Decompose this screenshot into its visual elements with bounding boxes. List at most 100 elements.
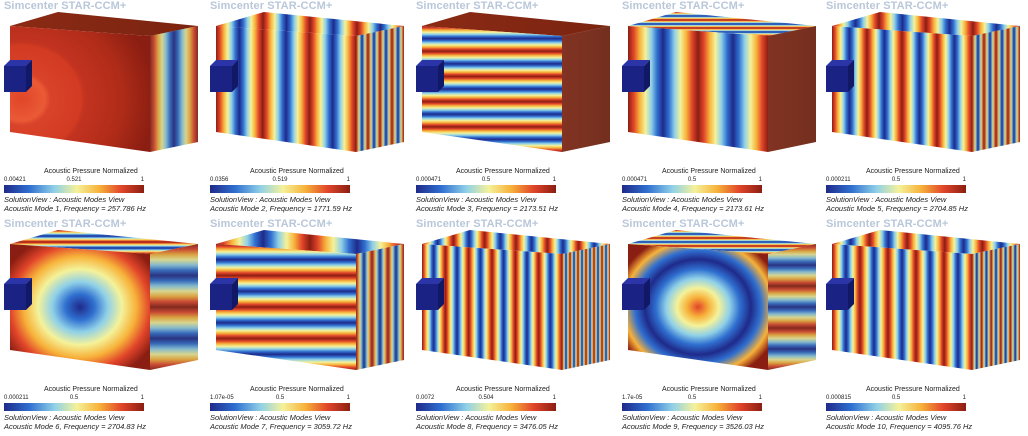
legend-max: 1 <box>140 177 144 183</box>
box-top-face <box>216 230 404 254</box>
legend-min: 1.07e-05 <box>210 395 234 401</box>
legend-min: 0.000211 <box>4 395 29 401</box>
box-top-face <box>832 12 1020 36</box>
legend-min: 0.0356 <box>210 177 229 183</box>
legend-mid: 0.5 <box>891 395 901 401</box>
color-scale-bar <box>4 403 144 411</box>
box-front-face <box>422 244 562 370</box>
box-front-face <box>628 26 768 152</box>
legend-title: Acoustic Pressure Normalized <box>250 386 344 393</box>
color-scale-bar <box>210 403 350 411</box>
mode-panel: Simcenter STAR-CCM+ Acoustic Pressure Nor… <box>618 218 822 434</box>
legend-ticks: 0.000211 0.5 1 <box>4 395 144 404</box>
caption-view-name: SolutionView : Acoustic Modes View <box>826 195 947 204</box>
legend-max: 1 <box>552 395 556 401</box>
caption-mode-frequency: Acoustic Mode 8, Frequency = 3476.05 Hz <box>416 422 558 431</box>
legend-ticks: 0.0072 0.504 1 <box>416 395 556 404</box>
acoustic-box-render <box>4 230 198 370</box>
view-caption: SolutionView : Acoustic Modes View Acoust… <box>826 413 972 431</box>
source-cube <box>826 66 848 92</box>
legend-max: 1 <box>346 395 350 401</box>
view-caption: SolutionView : Acoustic Modes View Acoust… <box>210 413 352 431</box>
legend-ticks: 1.7e-05 0.5 1 <box>622 395 762 404</box>
legend-title: Acoustic Pressure Normalized <box>44 386 138 393</box>
view-caption: SolutionView : Acoustic Modes View Acoust… <box>826 195 968 213</box>
caption-view-name: SolutionView : Acoustic Modes View <box>4 413 125 422</box>
box-top-face <box>832 230 1020 254</box>
legend-ticks: 0.000471 0.5 1 <box>622 177 762 186</box>
caption-view-name: SolutionView : Acoustic Modes View <box>4 195 125 204</box>
caption-mode-frequency: Acoustic Mode 2, Frequency = 1771.59 Hz <box>210 204 352 213</box>
legend-mid: 0.5 <box>891 177 901 183</box>
caption-view-name: SolutionView : Acoustic Modes View <box>622 413 743 422</box>
view-caption: SolutionView : Acoustic Modes View Acoust… <box>210 195 352 213</box>
legend-min: 1.7e-05 <box>622 395 643 401</box>
legend-mid: 0.504 <box>478 395 494 401</box>
source-cube <box>4 284 26 310</box>
caption-mode-frequency: Acoustic Mode 9, Frequency = 3526.03 Hz <box>622 422 764 431</box>
brand-watermark: Simcenter STAR-CCM+ <box>416 218 539 230</box>
caption-view-name: SolutionView : Acoustic Modes View <box>210 195 331 204</box>
color-scale-bar <box>416 185 556 193</box>
view-caption: SolutionView : Acoustic Modes View Acoust… <box>622 413 764 431</box>
legend-title: Acoustic Pressure Normalized <box>662 168 756 175</box>
box-front-face <box>832 244 972 370</box>
legend-ticks: 1.07e-05 0.5 1 <box>210 395 350 404</box>
box-front-face <box>628 244 768 370</box>
legend-title: Acoustic Pressure Normalized <box>44 168 138 175</box>
legend-mid: 0.5 <box>687 177 697 183</box>
color-scale-bar <box>826 185 966 193</box>
box-side-face <box>150 244 198 370</box>
source-cube <box>826 284 848 310</box>
legend-min: 0.000471 <box>416 177 442 183</box>
legend-mid: 0.519 <box>272 177 288 183</box>
view-caption: SolutionView : Acoustic Modes View Acoust… <box>416 413 558 431</box>
color-scale-bar <box>622 403 762 411</box>
box-top-face <box>10 230 198 254</box>
brand-watermark: Simcenter STAR-CCM+ <box>622 0 745 12</box>
box-front-face <box>422 26 562 152</box>
caption-mode-frequency: Acoustic Mode 10, Frequency = 4095.76 Hz <box>826 422 973 431</box>
legend-max: 1 <box>552 177 556 183</box>
legend-title: Acoustic Pressure Normalized <box>456 168 550 175</box>
color-scale-bar <box>210 185 350 193</box>
acoustic-box-render <box>210 230 404 370</box>
legend-min: 0.0072 <box>416 395 435 401</box>
caption-view-name: SolutionView : Acoustic Modes View <box>416 413 537 422</box>
legend-mid: 0.5 <box>481 177 491 183</box>
mode-panel: Simcenter STAR-CCM+ Acoustic Pressure Nor… <box>206 0 410 216</box>
view-caption: SolutionView : Acoustic Modes View Acoust… <box>4 413 146 431</box>
caption-mode-frequency: Acoustic Mode 7, Frequency = 3059.72 Hz <box>210 422 352 431</box>
mode-panel: Simcenter STAR-CCM+ Acoustic Pressure Nor… <box>0 218 204 434</box>
box-front-face <box>216 244 356 370</box>
legend-min: 0.000211 <box>826 177 851 183</box>
box-side-face <box>972 26 1020 152</box>
box-top-face <box>422 230 610 254</box>
mode-panel: Simcenter STAR-CCM+ Acoustic Pressure Nor… <box>0 0 204 216</box>
mode-panel: Simcenter STAR-CCM+ Acoustic Pressure Nor… <box>822 218 1026 434</box>
legend-mid: 0.5 <box>275 395 285 401</box>
box-side-face <box>562 26 610 152</box>
caption-mode-frequency: Acoustic Mode 4, Frequency = 2173.61 Hz <box>622 204 764 213</box>
source-cube <box>622 66 644 92</box>
caption-view-name: SolutionView : Acoustic Modes View <box>416 195 537 204</box>
box-top-face <box>628 12 816 36</box>
caption-view-name: SolutionView : Acoustic Modes View <box>622 195 743 204</box>
brand-watermark: Simcenter STAR-CCM+ <box>4 0 127 12</box>
brand-watermark: Simcenter STAR-CCM+ <box>826 218 949 230</box>
caption-mode-frequency: Acoustic Mode 3, Frequency = 2173.51 Hz <box>416 204 558 213</box>
mode-panel: Simcenter STAR-CCM+ Acoustic Pressure Nor… <box>206 218 410 434</box>
color-scale-bar <box>416 403 556 411</box>
brand-watermark: Simcenter STAR-CCM+ <box>210 218 333 230</box>
box-side-face <box>768 244 816 370</box>
caption-view-name: SolutionView : Acoustic Modes View <box>826 413 947 422</box>
view-caption: SolutionView : Acoustic Modes View Acoust… <box>622 195 764 213</box>
legend-title: Acoustic Pressure Normalized <box>250 168 344 175</box>
caption-view-name: SolutionView : Acoustic Modes View <box>210 413 331 422</box>
legend-min: 0.000815 <box>826 395 852 401</box>
caption-mode-frequency: Acoustic Mode 6, Frequency = 2704.83 Hz <box>4 422 146 431</box>
box-front-face <box>10 26 150 152</box>
brand-watermark: Simcenter STAR-CCM+ <box>210 0 333 12</box>
acoustic-box-render <box>826 12 1020 152</box>
box-side-face <box>356 244 404 370</box>
